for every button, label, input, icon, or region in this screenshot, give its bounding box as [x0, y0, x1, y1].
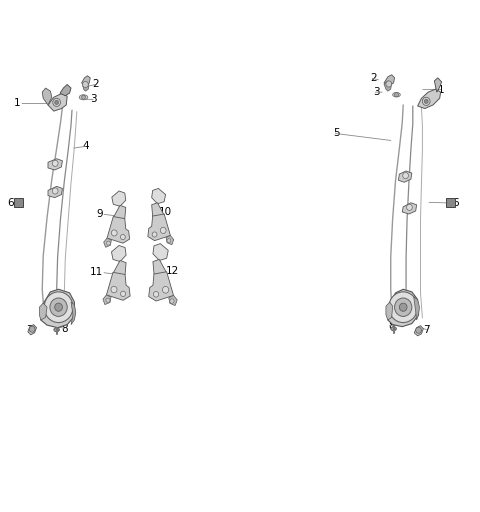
Circle shape [29, 326, 35, 332]
Circle shape [152, 232, 157, 237]
Polygon shape [107, 272, 130, 300]
Polygon shape [153, 244, 168, 261]
Circle shape [403, 173, 408, 179]
Polygon shape [386, 302, 393, 320]
FancyBboxPatch shape [14, 198, 23, 207]
Text: 2: 2 [92, 79, 99, 89]
Circle shape [52, 188, 58, 194]
Text: 10: 10 [158, 207, 171, 218]
Polygon shape [153, 260, 167, 279]
Circle shape [52, 160, 58, 166]
Polygon shape [82, 76, 90, 86]
Circle shape [389, 292, 418, 323]
Ellipse shape [391, 327, 396, 331]
Circle shape [55, 303, 62, 311]
Circle shape [170, 299, 174, 303]
Circle shape [407, 204, 412, 210]
Ellipse shape [54, 328, 60, 332]
Circle shape [55, 328, 59, 332]
Polygon shape [83, 82, 89, 91]
Text: 3: 3 [90, 94, 97, 104]
Polygon shape [152, 188, 166, 204]
Ellipse shape [393, 93, 400, 97]
Polygon shape [169, 295, 177, 306]
Polygon shape [28, 325, 36, 335]
Text: 2: 2 [371, 73, 377, 83]
Circle shape [162, 286, 169, 293]
Circle shape [111, 230, 117, 236]
Text: 7: 7 [26, 325, 33, 335]
Circle shape [154, 291, 159, 297]
Polygon shape [414, 297, 420, 320]
Text: 3: 3 [373, 87, 380, 97]
Circle shape [82, 95, 85, 99]
Text: 11: 11 [90, 267, 103, 278]
Circle shape [386, 81, 392, 87]
Text: 8: 8 [61, 324, 68, 334]
Polygon shape [384, 81, 392, 91]
Polygon shape [103, 295, 111, 305]
Circle shape [44, 292, 73, 323]
Circle shape [167, 239, 171, 243]
Circle shape [422, 97, 430, 105]
Polygon shape [107, 217, 130, 243]
Polygon shape [388, 289, 419, 327]
Circle shape [50, 298, 67, 316]
Polygon shape [149, 272, 174, 301]
Text: 5: 5 [334, 128, 340, 138]
Polygon shape [111, 245, 126, 262]
Circle shape [395, 298, 412, 316]
Polygon shape [60, 84, 71, 96]
Text: 9: 9 [96, 209, 103, 219]
Polygon shape [48, 186, 62, 198]
Polygon shape [71, 302, 76, 325]
Text: 1: 1 [438, 84, 444, 95]
Circle shape [392, 327, 396, 331]
Polygon shape [42, 88, 52, 105]
Circle shape [53, 98, 60, 106]
Circle shape [424, 99, 428, 103]
Polygon shape [113, 261, 126, 279]
Circle shape [120, 291, 126, 296]
Circle shape [83, 81, 88, 88]
Text: 6: 6 [7, 198, 14, 208]
Text: 4: 4 [83, 141, 89, 151]
Polygon shape [112, 191, 126, 206]
Text: 1: 1 [13, 98, 20, 109]
Circle shape [107, 241, 110, 245]
Text: 8: 8 [388, 321, 395, 331]
Circle shape [399, 303, 407, 311]
Polygon shape [48, 93, 67, 111]
Circle shape [120, 234, 125, 240]
Polygon shape [166, 236, 174, 245]
FancyBboxPatch shape [446, 198, 455, 207]
Polygon shape [152, 203, 164, 220]
Polygon shape [402, 203, 417, 214]
Polygon shape [39, 303, 47, 320]
Polygon shape [434, 78, 442, 92]
Text: 6: 6 [452, 198, 459, 208]
Text: 7: 7 [423, 325, 430, 335]
Ellipse shape [79, 95, 88, 100]
Polygon shape [113, 205, 126, 223]
Polygon shape [398, 171, 412, 182]
Polygon shape [418, 89, 441, 109]
Text: 12: 12 [166, 266, 179, 276]
Circle shape [55, 100, 59, 104]
Circle shape [106, 298, 110, 303]
Polygon shape [104, 238, 111, 247]
Polygon shape [48, 159, 62, 170]
Circle shape [111, 286, 117, 293]
Polygon shape [414, 326, 423, 336]
Polygon shape [384, 75, 395, 86]
Circle shape [160, 227, 166, 233]
Circle shape [416, 327, 421, 333]
Polygon shape [41, 289, 74, 328]
Polygon shape [148, 214, 170, 241]
Circle shape [395, 93, 398, 97]
